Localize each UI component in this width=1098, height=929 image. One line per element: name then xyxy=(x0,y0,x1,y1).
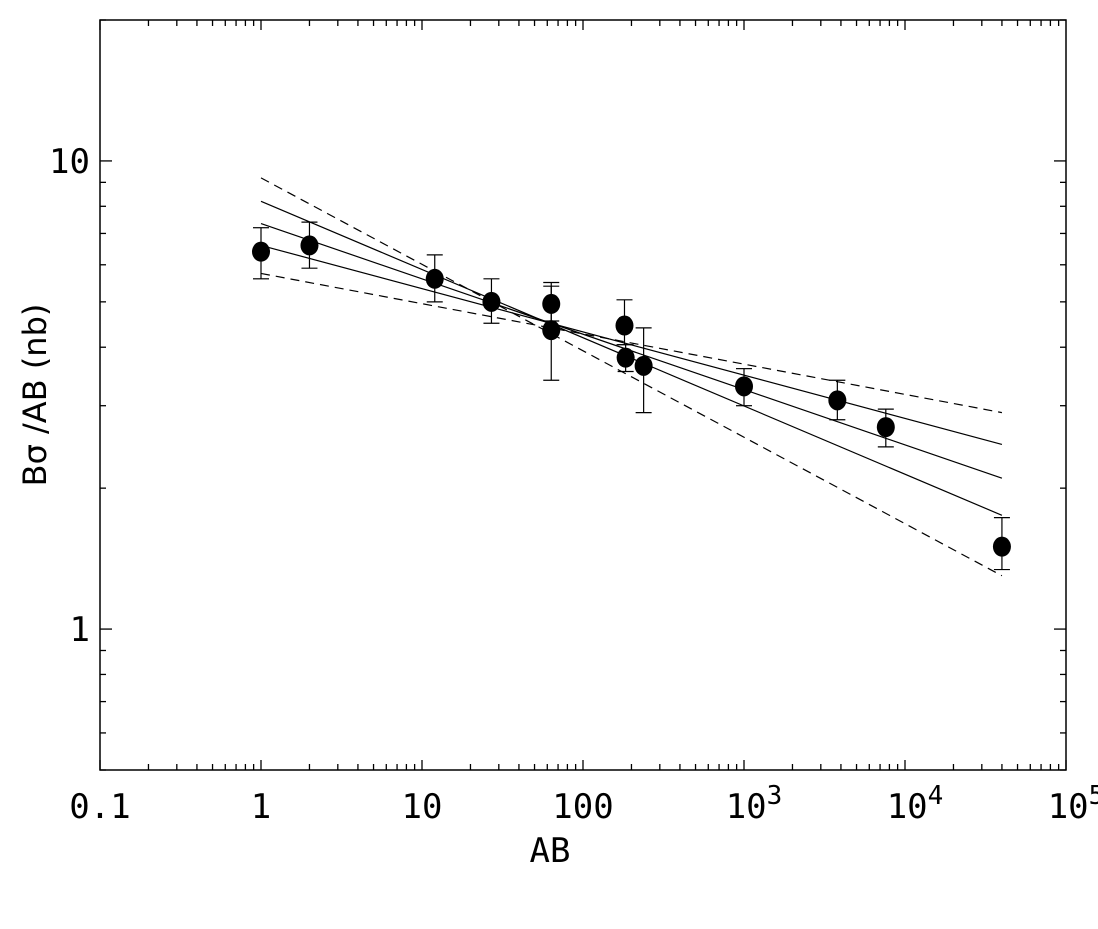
data-point-group xyxy=(615,299,634,346)
data-point xyxy=(735,376,753,397)
plot-frame xyxy=(99,19,1067,771)
data-point xyxy=(616,347,635,368)
data-point xyxy=(542,320,561,341)
y-axis-title: Bσ /AB (nb) xyxy=(16,304,54,487)
x-axis-title: AB xyxy=(530,831,571,871)
x-tick-label: 103 xyxy=(726,781,783,827)
data-point xyxy=(992,536,1011,557)
data-point-group xyxy=(735,368,753,407)
data-point xyxy=(482,291,501,312)
data-point-group xyxy=(252,227,270,280)
data-point xyxy=(876,417,895,438)
error-band-line xyxy=(260,177,1003,577)
data-point xyxy=(615,315,634,336)
x-tick-label: 1 xyxy=(251,787,271,827)
data-point xyxy=(828,390,847,411)
data-point-group xyxy=(634,327,653,414)
data-point-group xyxy=(542,285,561,381)
axis-ticks xyxy=(99,19,1067,771)
data-point-group xyxy=(300,221,319,269)
y-tick-label: 10 xyxy=(49,142,90,182)
x-tick-label: 105 xyxy=(1048,781,1098,827)
y-tick-label: 1 xyxy=(70,610,90,650)
data-point-group xyxy=(482,278,501,324)
data-point xyxy=(300,235,319,256)
data-point-group xyxy=(828,379,847,421)
x-tick-label: 104 xyxy=(887,781,944,827)
data-point-group xyxy=(876,408,895,448)
fit-lines xyxy=(260,177,1003,577)
x-tick-label: 10 xyxy=(402,787,443,827)
data-point xyxy=(425,268,444,289)
tick-labels: 0.1 1 10 100 103 104 105 1 10 xyxy=(49,142,1098,827)
x-tick-label: 0.1 xyxy=(69,787,130,827)
data-point-group xyxy=(992,517,1011,571)
data-point-group xyxy=(425,254,444,303)
data-point-group xyxy=(616,344,635,373)
x-tick-label: 100 xyxy=(552,787,613,827)
data-point xyxy=(634,355,653,376)
error-band-line xyxy=(260,272,1003,414)
data-point xyxy=(252,241,270,262)
data-points xyxy=(252,221,1011,571)
